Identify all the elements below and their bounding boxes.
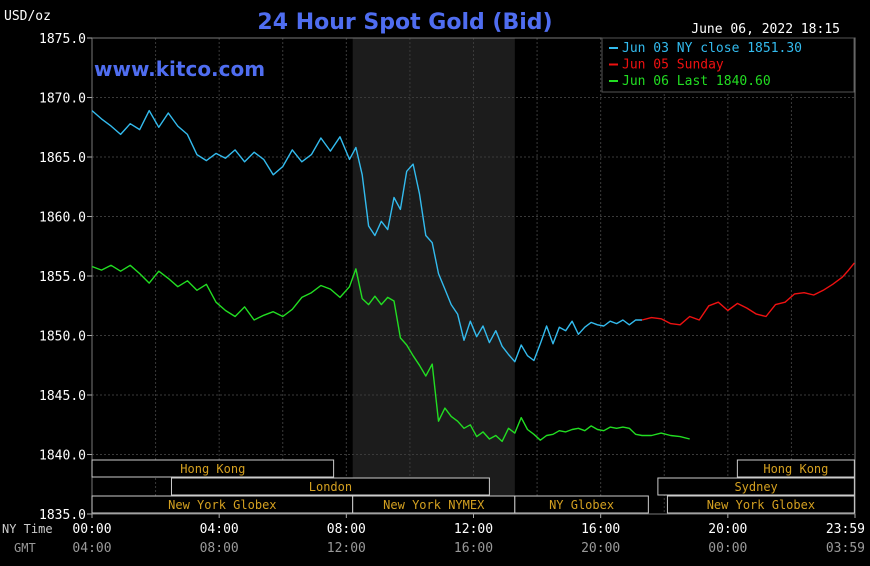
- x-tick-label-gmt: 16:00: [454, 541, 493, 556]
- y-tick-label: 1850.0: [39, 330, 86, 345]
- legend-entry: Jun 03 NY close 1851.30: [622, 41, 802, 56]
- x-tick-label-ny: 23:59: [826, 522, 865, 537]
- x-tick-label-ny: 08:00: [327, 522, 366, 537]
- legend: Jun 03 NY close 1851.30 Jun 05 SundayJun …: [601, 37, 855, 93]
- x-tick-label-gmt: 08:00: [200, 541, 239, 556]
- session-label: New York NYMEX: [383, 498, 485, 512]
- legend-entry: Jun 05 Sunday: [622, 58, 724, 73]
- session-label: New York Globex: [168, 498, 276, 512]
- session-label: London: [309, 480, 352, 494]
- gmt-row-label: GMT: [14, 541, 36, 555]
- x-tick-label-ny: 12:00: [454, 522, 493, 537]
- price-series: [91, 109, 855, 443]
- unit-label: USD/oz: [4, 9, 51, 24]
- x-tick-label-gmt: 00:00: [708, 541, 747, 556]
- timestamp: June 06, 2022 18:15: [691, 22, 840, 37]
- market-sessions: Hong Kong London New York Globex New York N…: [91, 459, 855, 514]
- series-line-2: [91, 264, 690, 443]
- y-tick-label: 1845.0: [39, 389, 86, 404]
- x-tick-label-gmt: 04:00: [72, 541, 111, 556]
- session-box: [657, 477, 855, 496]
- y-axis: 1835.0 1840.0 1845.0 1850.0 1855.0 1860.0 1865…: [39, 32, 92, 523]
- y-tick-label: 1865.0: [39, 151, 86, 166]
- x-axis: 00:00 04:00 04:00 08:00 08:00 12:00 12:00 16:00…: [2, 514, 865, 556]
- x-tick-label-ny: 20:00: [708, 522, 747, 537]
- y-tick-label: 1870.0: [39, 92, 86, 107]
- y-tick-label: 1840.0: [39, 449, 86, 464]
- x-tick-label-ny: 16:00: [581, 522, 620, 537]
- y-tick-label: 1860.0: [39, 211, 86, 226]
- x-tick-label-ny: 04:00: [200, 522, 239, 537]
- series-line-0: [91, 109, 642, 363]
- session-box: [170, 477, 490, 496]
- session-label: Hong Kong: [180, 462, 245, 476]
- chart-title: 24 Hour Spot Gold (Bid): [257, 10, 552, 35]
- ny-time-row-label: NY Time: [2, 522, 53, 536]
- session-label: NY Globex: [549, 498, 614, 512]
- x-tick-label-ny: 00:00: [72, 522, 111, 537]
- session-box: [736, 459, 855, 478]
- session-label: Hong Kong: [763, 462, 828, 476]
- session-label: Sydney: [734, 480, 777, 494]
- session-label: New York Globex: [707, 498, 815, 512]
- x-tick-label-gmt: 20:00: [581, 541, 620, 556]
- y-tick-label: 1835.0: [39, 508, 86, 523]
- session-box: [666, 495, 855, 514]
- session-box: [91, 459, 335, 478]
- session-box: [514, 495, 649, 514]
- watermark-url: www.kitco.com: [94, 57, 265, 81]
- series-line-1: [641, 262, 855, 326]
- legend-entry: Jun 06 Last 1840.60: [622, 74, 771, 89]
- x-tick-label-gmt: 03:59: [826, 541, 865, 556]
- y-tick-label: 1875.0: [39, 32, 86, 47]
- x-tick-label-gmt: 12:00: [327, 541, 366, 556]
- y-tick-label: 1855.0: [39, 270, 86, 285]
